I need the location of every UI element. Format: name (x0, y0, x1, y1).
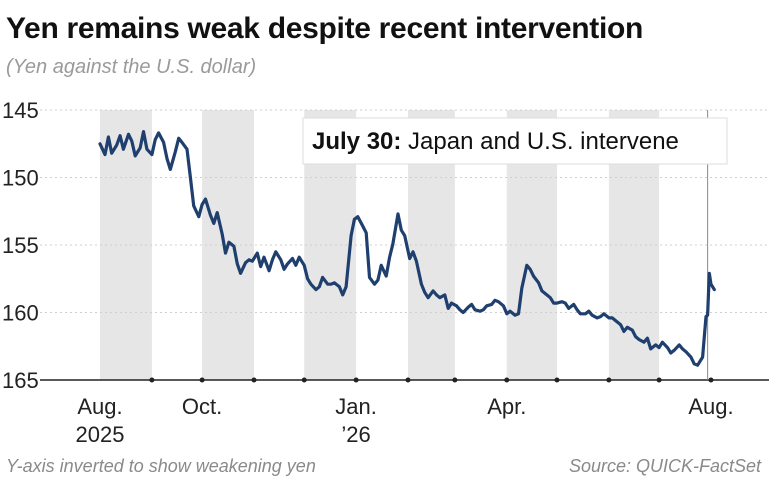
gridlines (40, 109, 769, 313)
source-note: Source: QUICK-FactSet (568, 456, 761, 476)
x-tick-mark-2 (251, 377, 257, 383)
annotation-text: July 30: Japan and U.S. intervene (312, 128, 679, 155)
x-tick-label-line: Apr. (487, 394, 526, 419)
x-tick-label-line: 2025 (76, 422, 125, 447)
x-tick-label-line: Jan. (335, 394, 377, 419)
x-tick-mark-4 (353, 377, 359, 383)
x-tick-label-0: Aug. 2025 (76, 394, 125, 447)
annotation-background (302, 117, 728, 165)
x-tick-mark-6 (452, 377, 458, 383)
x-tick-mark-3 (301, 377, 307, 383)
x-tick-mark-1 (199, 377, 205, 383)
chart-subtitle: (Yen against the U.S. dollar) (6, 56, 257, 78)
y-tick-label-160: 160 (2, 301, 39, 326)
footnote: Y-axis inverted to show weakening yen (6, 456, 316, 476)
x-tick-mark-8 (554, 377, 560, 383)
x-tick-label-4: Aug. (688, 394, 733, 419)
y-tick-label-150: 150 (2, 166, 39, 191)
yen-rate-line-0 (98, 130, 716, 367)
x-tick-mark-10 (656, 377, 662, 383)
y-axis-labels: 145 150 155 160 165 (2, 98, 39, 393)
x-tick-label-3: Apr. (487, 394, 526, 419)
y-tick-label-155: 155 (2, 233, 39, 258)
x-tick-label-1: Oct. (182, 394, 222, 419)
x-tick-label-line: Oct. (182, 394, 222, 419)
x-tick-label-line: ’26 (341, 422, 370, 447)
annotation-box: July 30: Japan and U.S. intervene (302, 117, 728, 165)
x-tick-mark-5 (405, 377, 411, 383)
y-tick-label-145: 145 (2, 98, 39, 123)
x-tick-mark-7 (504, 377, 510, 383)
annotation-description: Japan and U.S. intervene (401, 128, 679, 155)
chart-title: Yen remains weak despite recent interven… (6, 12, 644, 45)
annotation-date: July 30: (312, 128, 401, 155)
x-tick-label-line: Aug. (688, 394, 733, 419)
x-tick-mark-11 (708, 377, 714, 383)
x-tick-label-2: Jan. ’26 (335, 394, 377, 447)
x-tick-mark-0 (149, 377, 155, 383)
series-layer (98, 130, 716, 367)
x-tick-label-line: Aug. (77, 394, 122, 419)
y-tick-label-165: 165 (2, 368, 39, 393)
x-tick-mark-9 (606, 377, 612, 383)
x-axis: Aug. 2025 Oct. Jan. ’26 Apr. Aug. (40, 377, 769, 447)
